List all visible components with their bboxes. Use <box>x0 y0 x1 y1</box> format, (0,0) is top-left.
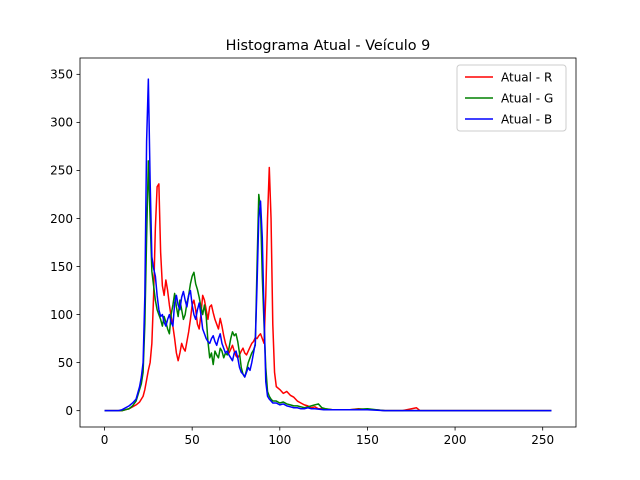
y-tick-label: 150 <box>50 260 73 274</box>
y-tick-label: 250 <box>50 164 73 178</box>
x-tick-label: 50 <box>185 433 200 447</box>
y-tick-label: 100 <box>50 308 73 322</box>
x-tick-label: 150 <box>356 433 379 447</box>
axes-frame <box>79 57 577 428</box>
series-line-2 <box>104 78 552 412</box>
x-tick-label: 100 <box>268 433 291 447</box>
y-tick-label: 200 <box>50 212 73 226</box>
series-line-1 <box>104 160 552 412</box>
plot-area: 0 50 100 150 200 250 0 50 100 150 200 250 300 350 <box>50 57 577 447</box>
chart-title: Histograma Atual - Veículo 9 <box>226 38 431 54</box>
x-tick-label: 200 <box>444 433 467 447</box>
x-tick-label: 0 <box>101 433 109 447</box>
legend-label-1: Atual - G <box>501 91 553 105</box>
y-tick-label: 0 <box>65 404 73 418</box>
series-line-0 <box>104 166 552 412</box>
y-tick-label: 300 <box>50 116 73 130</box>
series-lines <box>104 78 552 412</box>
y-tick-label: 50 <box>58 356 73 370</box>
x-tick-label: 250 <box>531 433 554 447</box>
legend-box <box>456 64 567 132</box>
legend-label-0: Atual - R <box>501 70 552 84</box>
y-tick-label: 350 <box>50 68 73 82</box>
legend-label-2: Atual - B <box>501 112 552 126</box>
legend: Atual - R Atual - G Atual - B <box>456 64 567 132</box>
